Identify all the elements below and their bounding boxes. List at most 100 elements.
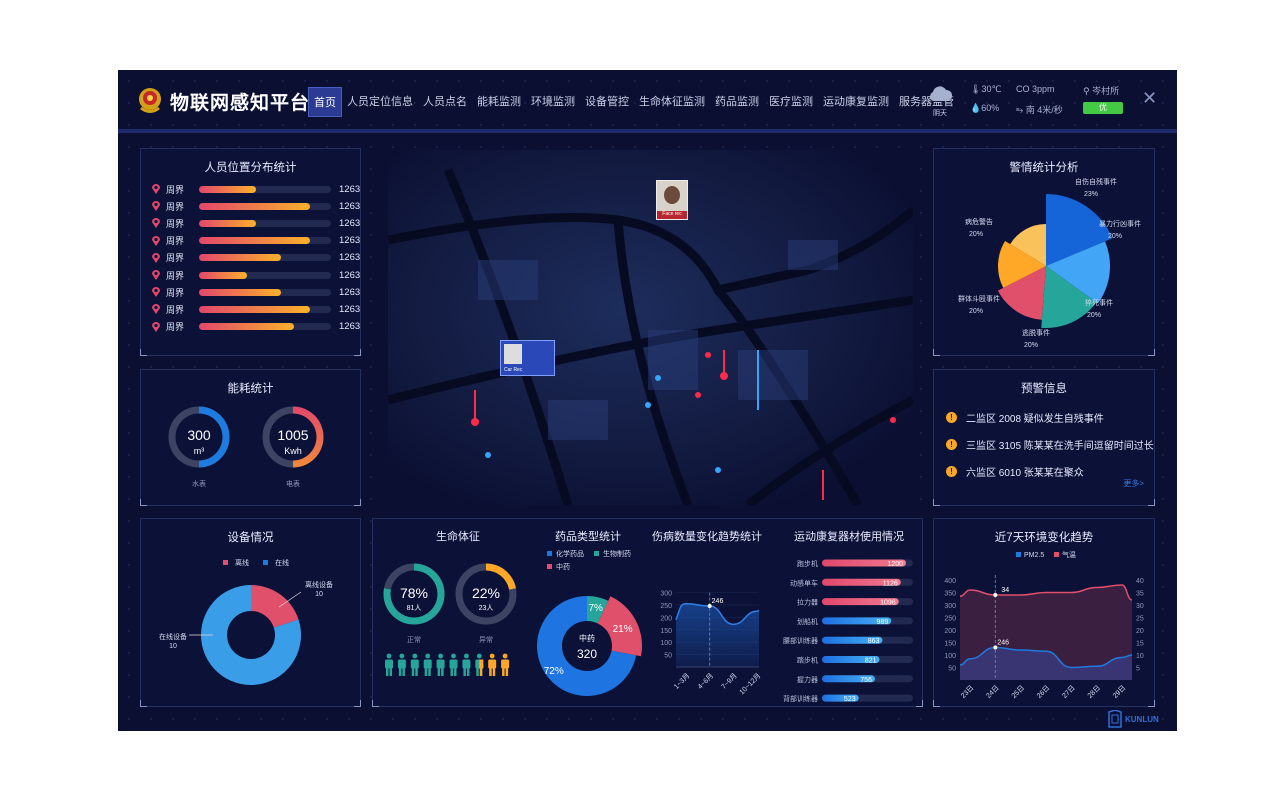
car-rec-label: Car Rec — [504, 367, 523, 373]
kunlun-text: KUNLUN — [1125, 714, 1159, 724]
rehab-bar-value: 989 — [877, 619, 889, 626]
personnel-row[interactable]: 周界 1263 — [151, 321, 361, 333]
person-half-leg — [479, 668, 483, 676]
personnel-row[interactable]: 周界 1263 — [151, 183, 361, 195]
injury-xtick: 1~3月 — [672, 672, 691, 691]
nav-item[interactable]: 运动康复监测 — [823, 96, 889, 108]
warning-item[interactable]: ! 二监区 2008 疑似发生自残事件 — [946, 410, 1104, 425]
vitals-ring-fill — [486, 563, 516, 590]
warning-item[interactable]: ! 三监区 3105 陈某某在洗手间逗留时间过长 — [946, 437, 1154, 452]
env-ytick-right: 35 — [1136, 591, 1144, 598]
warning-item[interactable]: ! 六监区 6010 张某某在聚众 — [946, 464, 1084, 479]
personnel-bar-fill — [199, 237, 310, 245]
person-leg — [424, 668, 428, 676]
person-leg — [502, 668, 505, 676]
nav-item[interactable]: 人员点名 — [423, 96, 467, 108]
personnel-row[interactable]: 周界 1263 — [151, 200, 361, 212]
rehab-bar-fill — [822, 636, 883, 644]
person-head — [464, 653, 469, 659]
close-icon[interactable]: ✕ — [1142, 88, 1158, 108]
rehab-bar-fill — [822, 617, 892, 625]
pm-point — [993, 645, 998, 650]
personnel-row[interactable]: 周界 1263 — [151, 303, 361, 315]
app-title: 物联网感知平台 — [170, 93, 311, 114]
police-emblem-icon — [139, 88, 161, 113]
env-ytick-left: 400 — [944, 578, 956, 585]
vitals-label: 异常 — [479, 635, 493, 644]
nav-item[interactable]: 能耗监测 — [477, 96, 521, 108]
rose-slice-percent: 20% — [1108, 233, 1122, 240]
nav-item[interactable]: 药品监测 — [715, 96, 759, 108]
face-photo[interactable]: Face rec — [656, 180, 688, 220]
car-card[interactable]: Car Rec — [500, 340, 555, 376]
rehab-item-name: 握力器 — [797, 675, 818, 684]
main-nav: 首页 人员定位信息 人员点名 能耗监测 环境监测 设备管控 生命体征监测 药品监测 医疗监测 运动… — [308, 87, 959, 117]
vitals-title: 生命体征 — [436, 529, 480, 543]
person-body — [501, 659, 510, 669]
nav-item[interactable]: 生命体征监测 — [639, 96, 705, 108]
rose-slice-name: 逃脱事件 — [1022, 328, 1050, 337]
personnel-row[interactable]: 周界 1263 — [151, 217, 361, 229]
rose-slice — [998, 240, 1046, 288]
label-line — [278, 591, 302, 608]
rose-slice — [1046, 241, 1110, 304]
person-icon — [501, 653, 510, 676]
donut-slice-offline — [251, 585, 299, 628]
nav-item[interactable]: 医疗监测 — [769, 96, 813, 108]
nav-item[interactable]: 人员定位信息 — [347, 96, 413, 108]
env-ytick-right: 10 — [1136, 653, 1144, 660]
location-pin-icon — [152, 201, 160, 212]
personnel-row[interactable]: 周界 1263 — [151, 286, 361, 298]
location-pin-icon — [152, 304, 160, 315]
person-head — [451, 653, 456, 659]
env-ytick-left: 150 — [944, 641, 956, 648]
personnel-row[interactable]: 周界 1263 — [151, 235, 361, 247]
env-ytick-right: 15 — [1136, 641, 1144, 648]
rehab-title: 运动康复器材使用情况 — [794, 529, 904, 543]
nav-item[interactable]: 设备管控 — [585, 96, 629, 108]
rose-slice-name: 病危警告 — [965, 217, 993, 226]
personnel-bar-fill — [199, 185, 256, 193]
personnel-row[interactable]: 周界 1263 — [151, 269, 361, 281]
warnings-title: 预警信息 — [1021, 383, 1067, 395]
kunlun-logo: KUNLUN — [1108, 710, 1159, 728]
env-xtick: 25日 — [1010, 684, 1026, 700]
temp-point-label: 34 — [1001, 587, 1009, 594]
map-markers — [471, 350, 896, 500]
online-value: 10 — [169, 643, 177, 650]
env-ytick-left: 350 — [944, 591, 956, 598]
drug-slice — [536, 596, 637, 696]
rehab-bar-fill — [822, 694, 859, 702]
env-ytick-left: 100 — [944, 653, 956, 660]
rose-slice — [1046, 194, 1113, 266]
energy-panel: 能耗统计 300 m³ 水表 1005 Kwh 电表 — [140, 369, 361, 506]
injury-area — [676, 603, 759, 667]
personnel-bar-fill — [199, 305, 310, 313]
personnel-bar-fill — [199, 219, 256, 227]
nav-item[interactable]: 首页 — [308, 87, 342, 117]
personnel-value: 1263 — [339, 303, 361, 315]
personnel-value: 1263 — [339, 200, 361, 212]
person-icon — [423, 653, 432, 676]
temp-area — [960, 585, 1132, 680]
nav-item[interactable]: 环境监测 — [531, 96, 575, 108]
personnel-row[interactable]: 周界 1263 — [151, 252, 361, 264]
legend-label: 中药 — [556, 562, 570, 571]
env-xtick: 28日 — [1086, 684, 1102, 700]
temperature: 🌡30℃ — [970, 84, 1002, 94]
pm-point-label: 246 — [997, 640, 1009, 647]
drug-slice-label: 7% — [588, 603, 603, 614]
location: ⚲ 岑村所 — [1083, 86, 1120, 96]
person-leg — [428, 668, 431, 676]
person-leg — [441, 668, 444, 676]
city-map[interactable]: Face rec Car Rec — [386, 150, 916, 509]
personnel-label: 周界 — [166, 236, 185, 247]
warning-text: 六监区 6010 张某某在聚众 — [966, 468, 1084, 479]
more-link[interactable]: 更多> — [1123, 479, 1144, 488]
pm-area — [960, 647, 1132, 680]
warning-icon: ! — [946, 439, 957, 450]
env-chart: PM2.5 气温 50 100 150 200 250 300 350 400 5 10 15 20 25 3… — [944, 550, 1144, 700]
personnel-value: 1263 — [339, 235, 361, 247]
rehab-item-name: 拉力器 — [797, 598, 818, 607]
